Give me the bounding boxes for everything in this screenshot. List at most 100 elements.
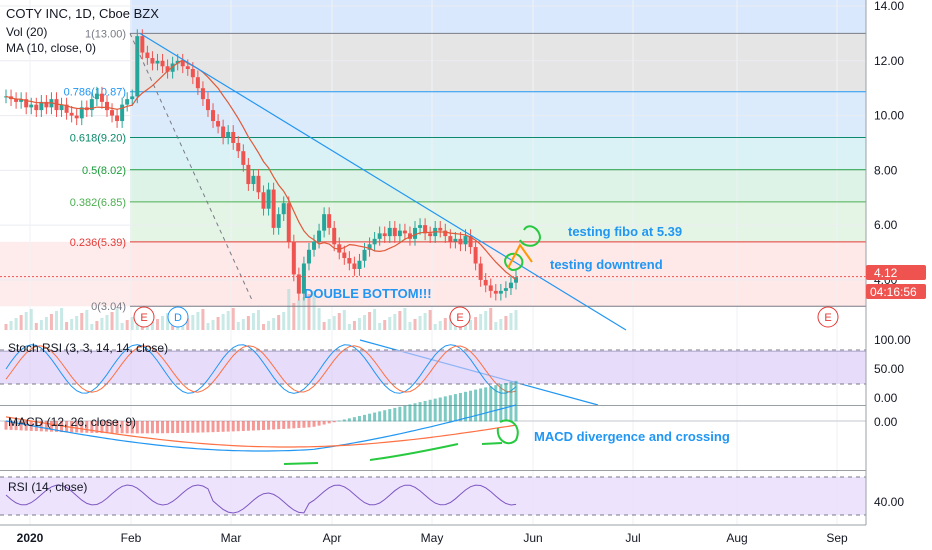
volume-bar [272,318,276,330]
macd-histogram-bar [135,421,139,434]
x-tick-label: May [421,531,444,545]
volume-bar [347,324,351,330]
macd-histogram-bar [125,421,129,434]
macd-line [5,404,517,452]
stoch-k-line [5,344,517,394]
candle-body [503,288,508,291]
rsi-pane [0,476,866,516]
moving-average [5,59,517,281]
candle-body [170,63,175,72]
candle-body [256,175,261,193]
volume-bar [469,320,473,330]
candle-body [347,258,352,264]
last-price-label: 4.12 [874,266,898,280]
volume-bar [19,315,23,330]
x-tick-label: 2020 [17,531,44,545]
candle-body [155,60,160,64]
candle-body [352,263,357,269]
volume-bar [282,312,286,330]
macd-histogram-bar [115,421,119,434]
event-marker [133,306,155,328]
last-price-badge: 4.12 04:16:56 [866,265,926,299]
macd-histogram-bar [282,421,286,429]
candle-body [458,238,463,245]
fib-label: 0.5(8.02) [82,165,126,177]
macd-histogram-bar [443,396,447,422]
candle-body [180,60,185,67]
volume-bar [75,316,79,330]
macd-pane [0,380,866,452]
annotation-testing-downtrend: testing downtrend [550,257,663,272]
volume-bar [65,322,69,330]
candle-body [372,238,377,245]
macd-histogram-bar [433,398,437,422]
candle-body [498,290,503,294]
macd-histogram-bar [49,421,53,432]
candle-body [125,99,130,105]
candle-body [104,101,109,111]
macd-histogram-bar [458,392,462,422]
macd-histogram-bar [150,421,154,434]
symbol-title[interactable]: COTY INC, 1D, Cboe BZX [6,6,159,21]
fib-band-left [0,241,130,307]
candle-body [59,104,64,111]
ma-legend[interactable]: MA (10, close, 0) [6,41,96,55]
stoch-legend[interactable]: Stoch RSI (3, 3, 14, 14, close) [8,341,168,355]
macd-histogram-bar [393,407,397,422]
macd-histogram-bar [474,389,478,422]
macd-histogram-bar [221,421,225,432]
volume-bar [54,311,58,330]
volume-bar [196,312,200,330]
volume-bar [373,309,377,330]
candle-body [276,214,281,228]
macd-histogram-bar [418,402,422,422]
candle-body [120,104,125,122]
macd-histogram-bar [464,391,468,422]
candle-body [110,110,115,116]
macd-legend[interactable]: MACD (12, 26, close, 9) [8,415,136,429]
fib-trend-line [129,33,253,301]
candle-body [99,93,104,102]
candle-body [190,69,195,78]
volume-bar [312,291,316,330]
volume-bar [403,308,407,330]
candle-body [357,260,362,269]
rsi-line [5,484,517,514]
volume-bar [514,310,518,330]
macd-histogram-bar [504,383,508,422]
event-label: E [824,312,831,324]
candle-body [317,230,322,242]
macd-histogram-bar [267,421,271,430]
rsi-legend[interactable]: RSI (14, close) [8,480,87,494]
volume-bar [262,324,266,330]
y-tick-label: 10.00 [874,109,904,123]
volume-bar [236,322,240,330]
volume-bar [29,309,33,330]
macd-histogram-bar [241,421,245,431]
macd-histogram-bar [388,409,392,422]
volume-bar [438,321,442,330]
candle-body [115,115,120,122]
candle-body [483,279,488,286]
macd-histogram-bar [337,420,341,422]
macd-histogram-bar [292,421,296,429]
macd-histogram-bar [342,419,346,422]
volume-bar [70,319,74,330]
candle-body [453,238,458,242]
time-axis[interactable] [0,525,932,550]
x-tick-label: Mar [221,531,242,545]
volume-legend[interactable]: Vol (20) [6,25,47,39]
volume-bar [9,321,13,330]
candle-body [226,132,231,138]
candle-body [145,52,150,59]
macd-histogram-bar [312,421,316,427]
signal-line [5,416,517,448]
candle-body [362,249,367,261]
macd-histogram-bar [484,387,488,422]
macd-histogram-bar [509,381,513,422]
volume-bar [231,308,235,330]
y-tick-label: 12.00 [874,54,904,68]
